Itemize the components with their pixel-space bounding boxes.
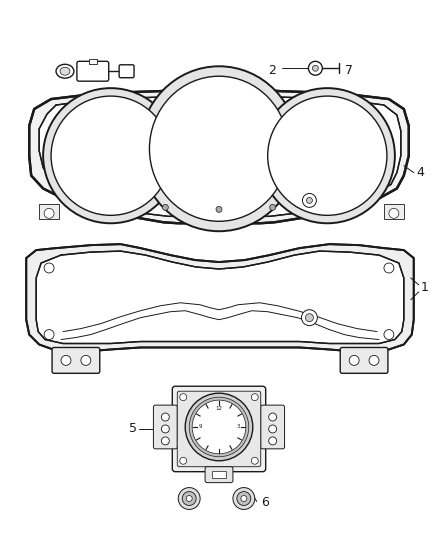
Text: 6: 6 [261,496,268,509]
Circle shape [189,397,249,457]
Circle shape [301,310,318,326]
Circle shape [233,488,255,510]
FancyBboxPatch shape [177,391,261,467]
Text: 3: 3 [236,424,240,430]
FancyBboxPatch shape [261,405,285,449]
Ellipse shape [140,66,298,231]
Circle shape [307,197,312,204]
Polygon shape [26,244,414,359]
Text: 1: 1 [421,281,429,294]
Circle shape [268,437,277,445]
Circle shape [305,314,314,321]
Bar [39,204,59,219]
Circle shape [312,65,318,71]
Circle shape [81,356,91,365]
FancyBboxPatch shape [77,61,109,81]
Circle shape [260,88,395,223]
Circle shape [161,413,170,421]
Circle shape [61,356,71,365]
Circle shape [216,206,222,212]
Circle shape [237,491,251,505]
Circle shape [268,425,277,433]
Text: 5: 5 [128,423,137,435]
Ellipse shape [149,76,289,221]
Text: 7: 7 [345,64,353,77]
FancyBboxPatch shape [119,65,134,78]
Circle shape [303,193,316,207]
Circle shape [251,457,258,464]
Bar [384,204,404,219]
Circle shape [270,204,276,211]
Circle shape [180,394,187,401]
Circle shape [268,413,277,421]
Circle shape [268,96,387,215]
Text: 4: 4 [417,166,424,179]
FancyBboxPatch shape [172,386,266,472]
Circle shape [44,208,54,219]
Circle shape [349,356,359,365]
Circle shape [180,457,187,464]
Circle shape [43,88,178,223]
Circle shape [186,496,192,502]
Circle shape [162,204,168,211]
Circle shape [44,329,54,340]
Text: 12: 12 [215,406,223,410]
Circle shape [182,491,196,505]
Text: 9: 9 [198,424,202,430]
Circle shape [389,208,399,219]
Ellipse shape [56,64,74,78]
Circle shape [178,488,200,510]
Circle shape [161,425,170,433]
Circle shape [384,329,394,340]
Circle shape [384,263,394,273]
Circle shape [369,356,379,365]
Circle shape [185,393,253,461]
FancyBboxPatch shape [205,467,233,482]
Bar [212,471,226,478]
Circle shape [44,263,54,273]
Circle shape [308,61,322,75]
Circle shape [251,394,258,401]
Circle shape [192,400,246,454]
Polygon shape [36,251,404,343]
Polygon shape [39,92,401,216]
Text: 3: 3 [84,95,92,108]
Text: 2: 2 [268,64,276,77]
Circle shape [241,496,247,502]
FancyBboxPatch shape [52,348,100,373]
Circle shape [161,437,170,445]
Ellipse shape [60,67,70,75]
FancyBboxPatch shape [340,348,388,373]
Polygon shape [29,86,409,223]
Bar [89,59,97,64]
Circle shape [51,96,170,215]
FancyBboxPatch shape [153,405,177,449]
